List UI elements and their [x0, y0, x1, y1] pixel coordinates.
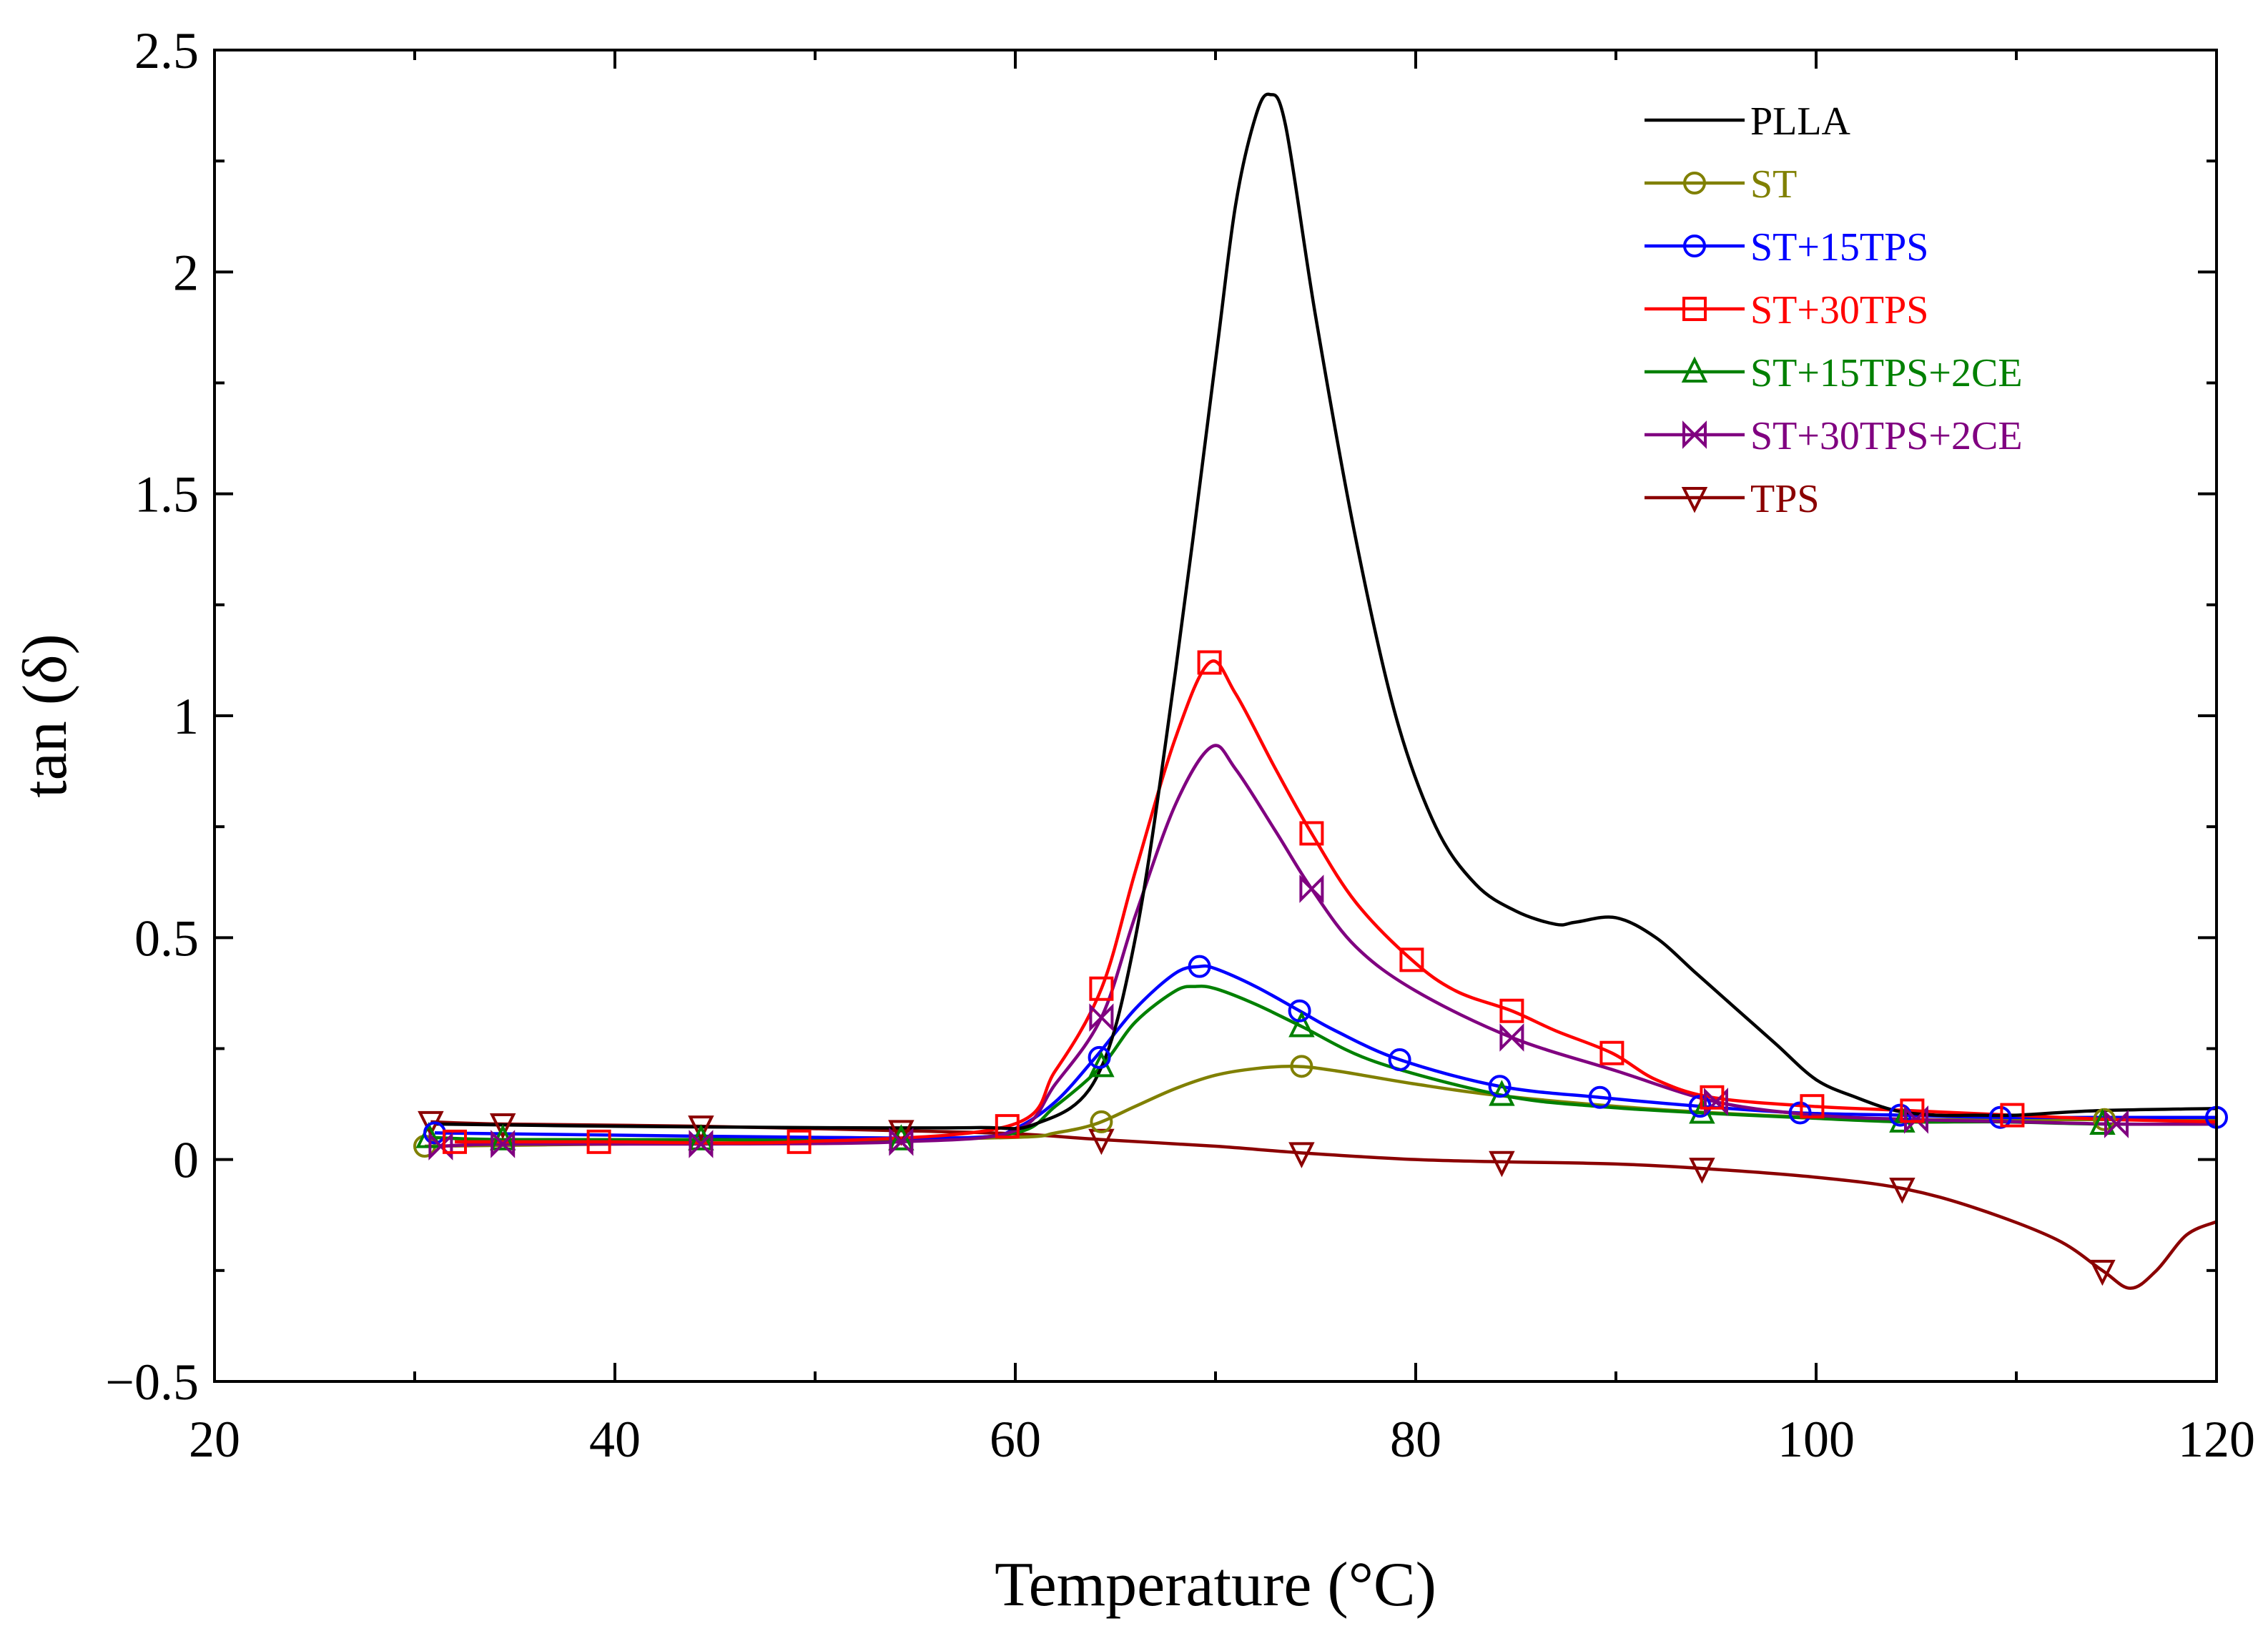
legend-swatch-marker [1682, 297, 1707, 321]
y-tick-label: −0.5 [105, 1354, 199, 1411]
data-point-tps [2089, 1259, 2116, 1286]
data-point-tps [489, 1113, 516, 1140]
data-point-st-30tps-2ce [490, 1130, 516, 1158]
data-point-tps [1088, 1128, 1115, 1156]
series-line-st-15tps [434, 964, 2217, 1140]
legend-label: TPS [1750, 477, 1820, 521]
data-point-st-30tps-2ce [689, 1130, 714, 1158]
legend: PLLA ST ST+15TPS ST+30TPS ST+15TPS+2CE ST+30T… [1645, 99, 2023, 521]
legend-swatch-marker [1683, 172, 1706, 194]
data-point-st-30tps [1399, 947, 1424, 972]
data-point-st-30tps [1900, 1098, 1925, 1123]
data-point-tps [888, 1120, 914, 1146]
data-point-st-30tps-2ce [1904, 1105, 1928, 1134]
data-point-st-30tps [787, 1129, 812, 1154]
y-tick-label: 2 [173, 244, 199, 301]
y-tick-label: 2.5 [134, 22, 199, 79]
y-tick-label: 1 [173, 688, 199, 745]
data-point-st-15tps [1488, 1075, 1512, 1098]
data-point-st-15tps [1588, 1085, 1612, 1109]
legend-item-plla: PLLA [1645, 99, 1851, 144]
data-point-st-30tps-2ce [2104, 1110, 2129, 1138]
x-tick-label: 40 [589, 1411, 641, 1468]
data-point-st-30tps-2ce [1299, 874, 1324, 903]
axis-ticks [213, 49, 2218, 1383]
data-point-st-30tps [1599, 1040, 1624, 1065]
legend-item-tps: TPS [1645, 477, 1820, 521]
data-point-st-30tps [1800, 1094, 1825, 1119]
data-point-st-30tps-2ce [1089, 1003, 1114, 1032]
data-point-st-30tps [1700, 1085, 1725, 1110]
legend-item-st: ST [1645, 162, 1797, 207]
legend-swatch-marker [1681, 487, 1708, 513]
series-line-tps [430, 1120, 2217, 1290]
plot-markers [413, 650, 2228, 1286]
data-point-st-30tps [1197, 650, 1222, 675]
data-point-st-15tps [1388, 1048, 1411, 1072]
series-line-st-30tps [454, 659, 2217, 1145]
data-point-tps [1489, 1150, 1515, 1178]
tick-labels: 20 40 60 80 100 120 −0.5 0 0.5 1 1.5 2 2.5 [105, 22, 2255, 1468]
x-tick-label: 120 [2178, 1411, 2255, 1468]
legend-item-st-15tps-2ce: ST+15TPS+2CE [1645, 351, 2023, 395]
x-tick-label: 60 [990, 1411, 1041, 1468]
y-tick-label: 1.5 [134, 466, 199, 523]
data-point-st-30tps [1499, 998, 1524, 1023]
y-tick-label: 0 [173, 1132, 199, 1189]
x-tick-label: 80 [1390, 1411, 1441, 1468]
x-tick-label: 100 [1778, 1411, 1855, 1468]
data-point-st-15tps [1088, 1045, 1111, 1069]
legend-label: ST [1750, 162, 1797, 207]
x-tick-label: 20 [189, 1411, 240, 1468]
data-point-st [1090, 1110, 1113, 1133]
data-point-st-30tps [995, 1114, 1020, 1139]
data-point-tps [1889, 1178, 1916, 1204]
legend-swatch-marker [1682, 420, 1707, 449]
data-point-st-15tps-2ce [1288, 1010, 1315, 1038]
legend-label: ST+30TPS+2CE [1750, 414, 2023, 458]
data-point-tps [688, 1115, 714, 1142]
y-tick-label: 0.5 [134, 910, 199, 967]
y-axis-title: tan (δ) [11, 634, 80, 798]
data-point-st-30tps [1299, 821, 1324, 846]
x-axis-title: Temperature (°C) [995, 1550, 1436, 1620]
data-point-st-15tps-2ce [2089, 1108, 2116, 1135]
legend-swatch-marker [1683, 235, 1706, 257]
plot-curves [424, 92, 2217, 1290]
data-point-st-30tps [1089, 976, 1114, 1001]
data-point-st-30tps-2ce [889, 1128, 914, 1156]
legend-label: ST+15TPS [1750, 225, 1928, 270]
legend-label: PLLA [1750, 99, 1851, 144]
data-point-tps [1288, 1142, 1315, 1168]
legend-item-st-30tps: ST+30TPS [1645, 288, 1928, 332]
series-line-plla [434, 92, 2217, 1130]
data-point-st-30tps [2000, 1103, 2025, 1128]
data-point-st [1290, 1055, 1313, 1078]
legend-item-st-30tps-2ce: ST+30TPS+2CE [1645, 414, 2023, 458]
data-point-tps [1689, 1158, 1715, 1184]
legend-label: ST+30TPS [1750, 288, 1928, 332]
legend-item-st-15tps: ST+15TPS [1645, 225, 1928, 270]
series-line-st-30tps-2ce [440, 744, 2217, 1148]
data-point-st-30tps-2ce [1499, 1023, 1524, 1052]
legend-label: ST+15TPS+2CE [1750, 351, 2023, 395]
legend-swatch-marker [1681, 356, 1708, 383]
data-point-st-15tps [1288, 999, 1311, 1023]
data-point-st-30tps [443, 1129, 467, 1154]
series-line-st [424, 1064, 2217, 1148]
data-point-st-30tps [586, 1129, 611, 1154]
data-point-st-15tps [1188, 955, 1211, 978]
data-point-st-30tps-2ce [1704, 1088, 1728, 1116]
